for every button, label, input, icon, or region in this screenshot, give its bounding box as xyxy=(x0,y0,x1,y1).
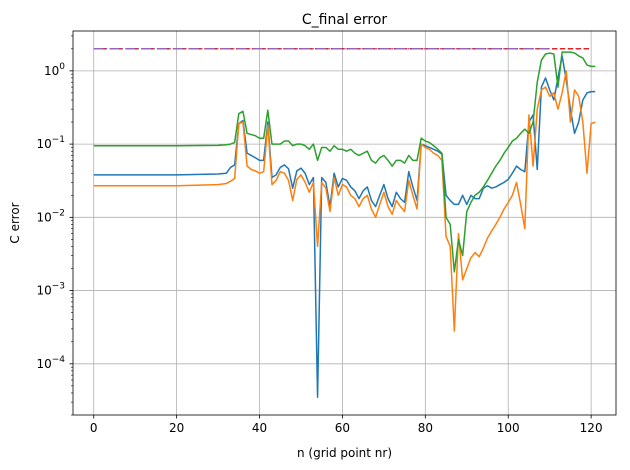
y-tick-label: 10−2 xyxy=(36,208,65,224)
y-tick-label: 10−4 xyxy=(36,355,65,371)
ticks: 0 20 40 60 80 100 120 10−4 10−3 10−2 10−1 100 xyxy=(36,35,603,435)
x-tick-label: 40 xyxy=(252,421,267,435)
y-tick-label: 100 xyxy=(44,62,65,78)
chart-title: C_final error xyxy=(302,12,388,28)
x-tick-label: 120 xyxy=(580,421,603,435)
y-tick-label: 10−1 xyxy=(36,135,65,151)
x-axis-label: n (grid point nr) xyxy=(297,446,392,460)
x-tick-label: 80 xyxy=(418,421,433,435)
plot-frame xyxy=(72,30,617,416)
x-tick-label: 0 xyxy=(90,421,98,435)
series-line-4 xyxy=(93,51,596,273)
y-axis-label: C error xyxy=(8,202,22,243)
y-tick-label: 10−3 xyxy=(36,282,65,298)
series-layer xyxy=(93,48,596,398)
series-line-3 xyxy=(93,70,596,332)
x-tick-label: 100 xyxy=(497,421,520,435)
x-tick-label: 60 xyxy=(335,421,350,435)
series-line-2 xyxy=(93,55,596,398)
x-tick-label: 20 xyxy=(169,421,184,435)
